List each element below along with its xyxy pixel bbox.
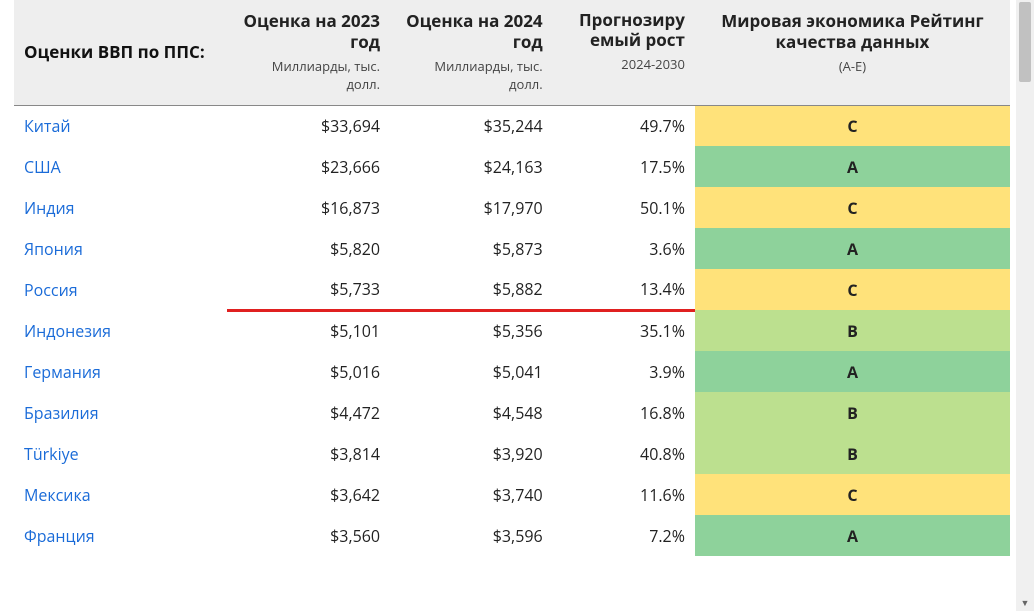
- col-header-2023-main: Оценка на 2023 год: [237, 10, 380, 53]
- cell-gdp2023: $16,873: [227, 187, 390, 228]
- cell-country: Мексика: [14, 474, 227, 515]
- table-row: США $23,666$24,16317.5%A: [14, 146, 1010, 187]
- table-row: Германия $5,016$5,0413.9%A: [14, 351, 1010, 392]
- cell-rating: B: [695, 310, 1010, 351]
- col-header-2023-sub: Миллиарды, тыс. долл.: [237, 57, 380, 93]
- cell-growth: 35.1%: [553, 310, 695, 351]
- cell-rating: C: [695, 187, 1010, 228]
- cell-country: Германия: [14, 351, 227, 392]
- country-link[interactable]: Бразилия: [24, 402, 99, 424]
- cell-rating: A: [695, 351, 1010, 392]
- scrollbar-vertical[interactable]: ▲ ▼: [1016, 0, 1034, 611]
- table-row: Китай $33,694$35,24449.7%C: [14, 105, 1010, 146]
- cell-gdp2023: $5,733: [227, 269, 390, 310]
- cell-growth: 17.5%: [553, 146, 695, 187]
- col-header-2024-main: Оценка на 2024 год: [400, 10, 543, 53]
- cell-gdp2024: $3,740: [390, 474, 553, 515]
- cell-growth: 40.8%: [553, 433, 695, 474]
- cell-rating: B: [695, 433, 1010, 474]
- cell-gdp2024: $5,356: [390, 310, 553, 351]
- cell-rating: A: [695, 146, 1010, 187]
- cell-rating: A: [695, 515, 1010, 556]
- table-body: Китай$33,694$35,24449.7%CСША$23,666$24,1…: [14, 105, 1010, 556]
- cell-growth: 50.1%: [553, 187, 695, 228]
- cell-gdp2024: $35,244: [390, 105, 553, 146]
- table-row: Япония $5,820$5,8733.6%A: [14, 228, 1010, 269]
- scrollbar-down-arrow-icon[interactable]: ▼: [1016, 593, 1034, 611]
- col-header-2023: Оценка на 2023 год Миллиарды, тыс. долл.: [227, 0, 390, 105]
- viewport: Оценки ВВП по ППС: Оценка на 2023 год Ми…: [0, 0, 1034, 611]
- col-header-rating-main: Мировая экономика Рейтинг качества данны…: [705, 10, 1000, 53]
- cell-country: Россия: [14, 269, 227, 310]
- cell-growth: 3.9%: [553, 351, 695, 392]
- gdp-ppp-table: Оценки ВВП по ППС: Оценка на 2023 год Ми…: [14, 0, 1010, 556]
- col-header-growth-sub: 2024-2030: [563, 55, 685, 73]
- cell-gdp2024: $5,041: [390, 351, 553, 392]
- cell-growth: 49.7%: [553, 105, 695, 146]
- cell-gdp2023: $5,820: [227, 228, 390, 269]
- scrollbar-thumb[interactable]: [1019, 2, 1031, 82]
- table-container: Оценки ВВП по ППС: Оценка на 2023 год Ми…: [0, 0, 1016, 611]
- country-link[interactable]: Япония: [24, 238, 83, 260]
- country-link[interactable]: Türkiye: [24, 443, 79, 465]
- country-link[interactable]: США: [24, 156, 61, 178]
- country-link[interactable]: Франция: [24, 525, 95, 547]
- country-link[interactable]: Индонезия: [24, 320, 111, 342]
- table-row: Россия $5,733$5,88213.4%C: [14, 269, 1010, 310]
- table-row: Мексика $3,642$3,74011.6%C: [14, 474, 1010, 515]
- country-link[interactable]: Германия: [24, 361, 101, 383]
- cell-country: США: [14, 146, 227, 187]
- cell-gdp2024: $24,163: [390, 146, 553, 187]
- cell-rating: C: [695, 105, 1010, 146]
- cell-country: Türkiye: [14, 433, 227, 474]
- cell-rating: B: [695, 392, 1010, 433]
- table-row: Франция $3,560$3,5967.2%A: [14, 515, 1010, 556]
- col-header-rating: Мировая экономика Рейтинг качества данны…: [695, 0, 1010, 105]
- cell-gdp2024: $3,920: [390, 433, 553, 474]
- col-header-country-label: Оценки ВВП по ППС:: [24, 40, 205, 63]
- col-header-growth: Прогнозиру емый рост 2024-2030: [553, 0, 695, 105]
- cell-growth: 16.8%: [553, 392, 695, 433]
- col-header-growth-main: Прогнозиру емый рост: [563, 10, 685, 51]
- cell-country: Япония: [14, 228, 227, 269]
- cell-gdp2023: $23,666: [227, 146, 390, 187]
- col-header-2024: Оценка на 2024 год Миллиарды, тыс. долл.: [390, 0, 553, 105]
- cell-gdp2023: $5,101: [227, 310, 390, 351]
- country-link[interactable]: Россия: [24, 279, 78, 301]
- cell-growth: 13.4%: [553, 269, 695, 310]
- cell-gdp2023: $33,694: [227, 105, 390, 146]
- country-link[interactable]: Китай: [24, 115, 71, 137]
- table-row: Индия $16,873$17,97050.1%C: [14, 187, 1010, 228]
- cell-gdp2024: $5,882: [390, 269, 553, 310]
- cell-growth: 3.6%: [553, 228, 695, 269]
- cell-country: Франция: [14, 515, 227, 556]
- table-row: Бразилия $4,472$4,54816.8%B: [14, 392, 1010, 433]
- cell-gdp2023: $5,016: [227, 351, 390, 392]
- col-header-country: Оценки ВВП по ППС:: [14, 0, 227, 105]
- country-link[interactable]: Индия: [24, 197, 75, 219]
- cell-country: Китай: [14, 105, 227, 146]
- cell-growth: 11.6%: [553, 474, 695, 515]
- table-row: Türkiye $3,814$3,92040.8%B: [14, 433, 1010, 474]
- cell-gdp2023: $3,814: [227, 433, 390, 474]
- cell-rating: C: [695, 269, 1010, 310]
- cell-country: Индия: [14, 187, 227, 228]
- col-header-rating-sub: (A-E): [705, 57, 1000, 75]
- cell-gdp2024: $5,873: [390, 228, 553, 269]
- table-row: Индонезия $5,101$5,35635.1%B: [14, 310, 1010, 351]
- country-link[interactable]: Мексика: [24, 484, 91, 506]
- cell-gdp2024: $4,548: [390, 392, 553, 433]
- cell-gdp2024: $17,970: [390, 187, 553, 228]
- cell-growth: 7.2%: [553, 515, 695, 556]
- table-header: Оценки ВВП по ППС: Оценка на 2023 год Ми…: [14, 0, 1010, 105]
- cell-gdp2023: $3,642: [227, 474, 390, 515]
- cell-country: Бразилия: [14, 392, 227, 433]
- col-header-2024-sub: Миллиарды, тыс. долл.: [400, 57, 543, 93]
- cell-rating: C: [695, 474, 1010, 515]
- cell-rating: A: [695, 228, 1010, 269]
- cell-gdp2023: $4,472: [227, 392, 390, 433]
- cell-gdp2024: $3,596: [390, 515, 553, 556]
- cell-gdp2023: $3,560: [227, 515, 390, 556]
- cell-country: Индонезия: [14, 310, 227, 351]
